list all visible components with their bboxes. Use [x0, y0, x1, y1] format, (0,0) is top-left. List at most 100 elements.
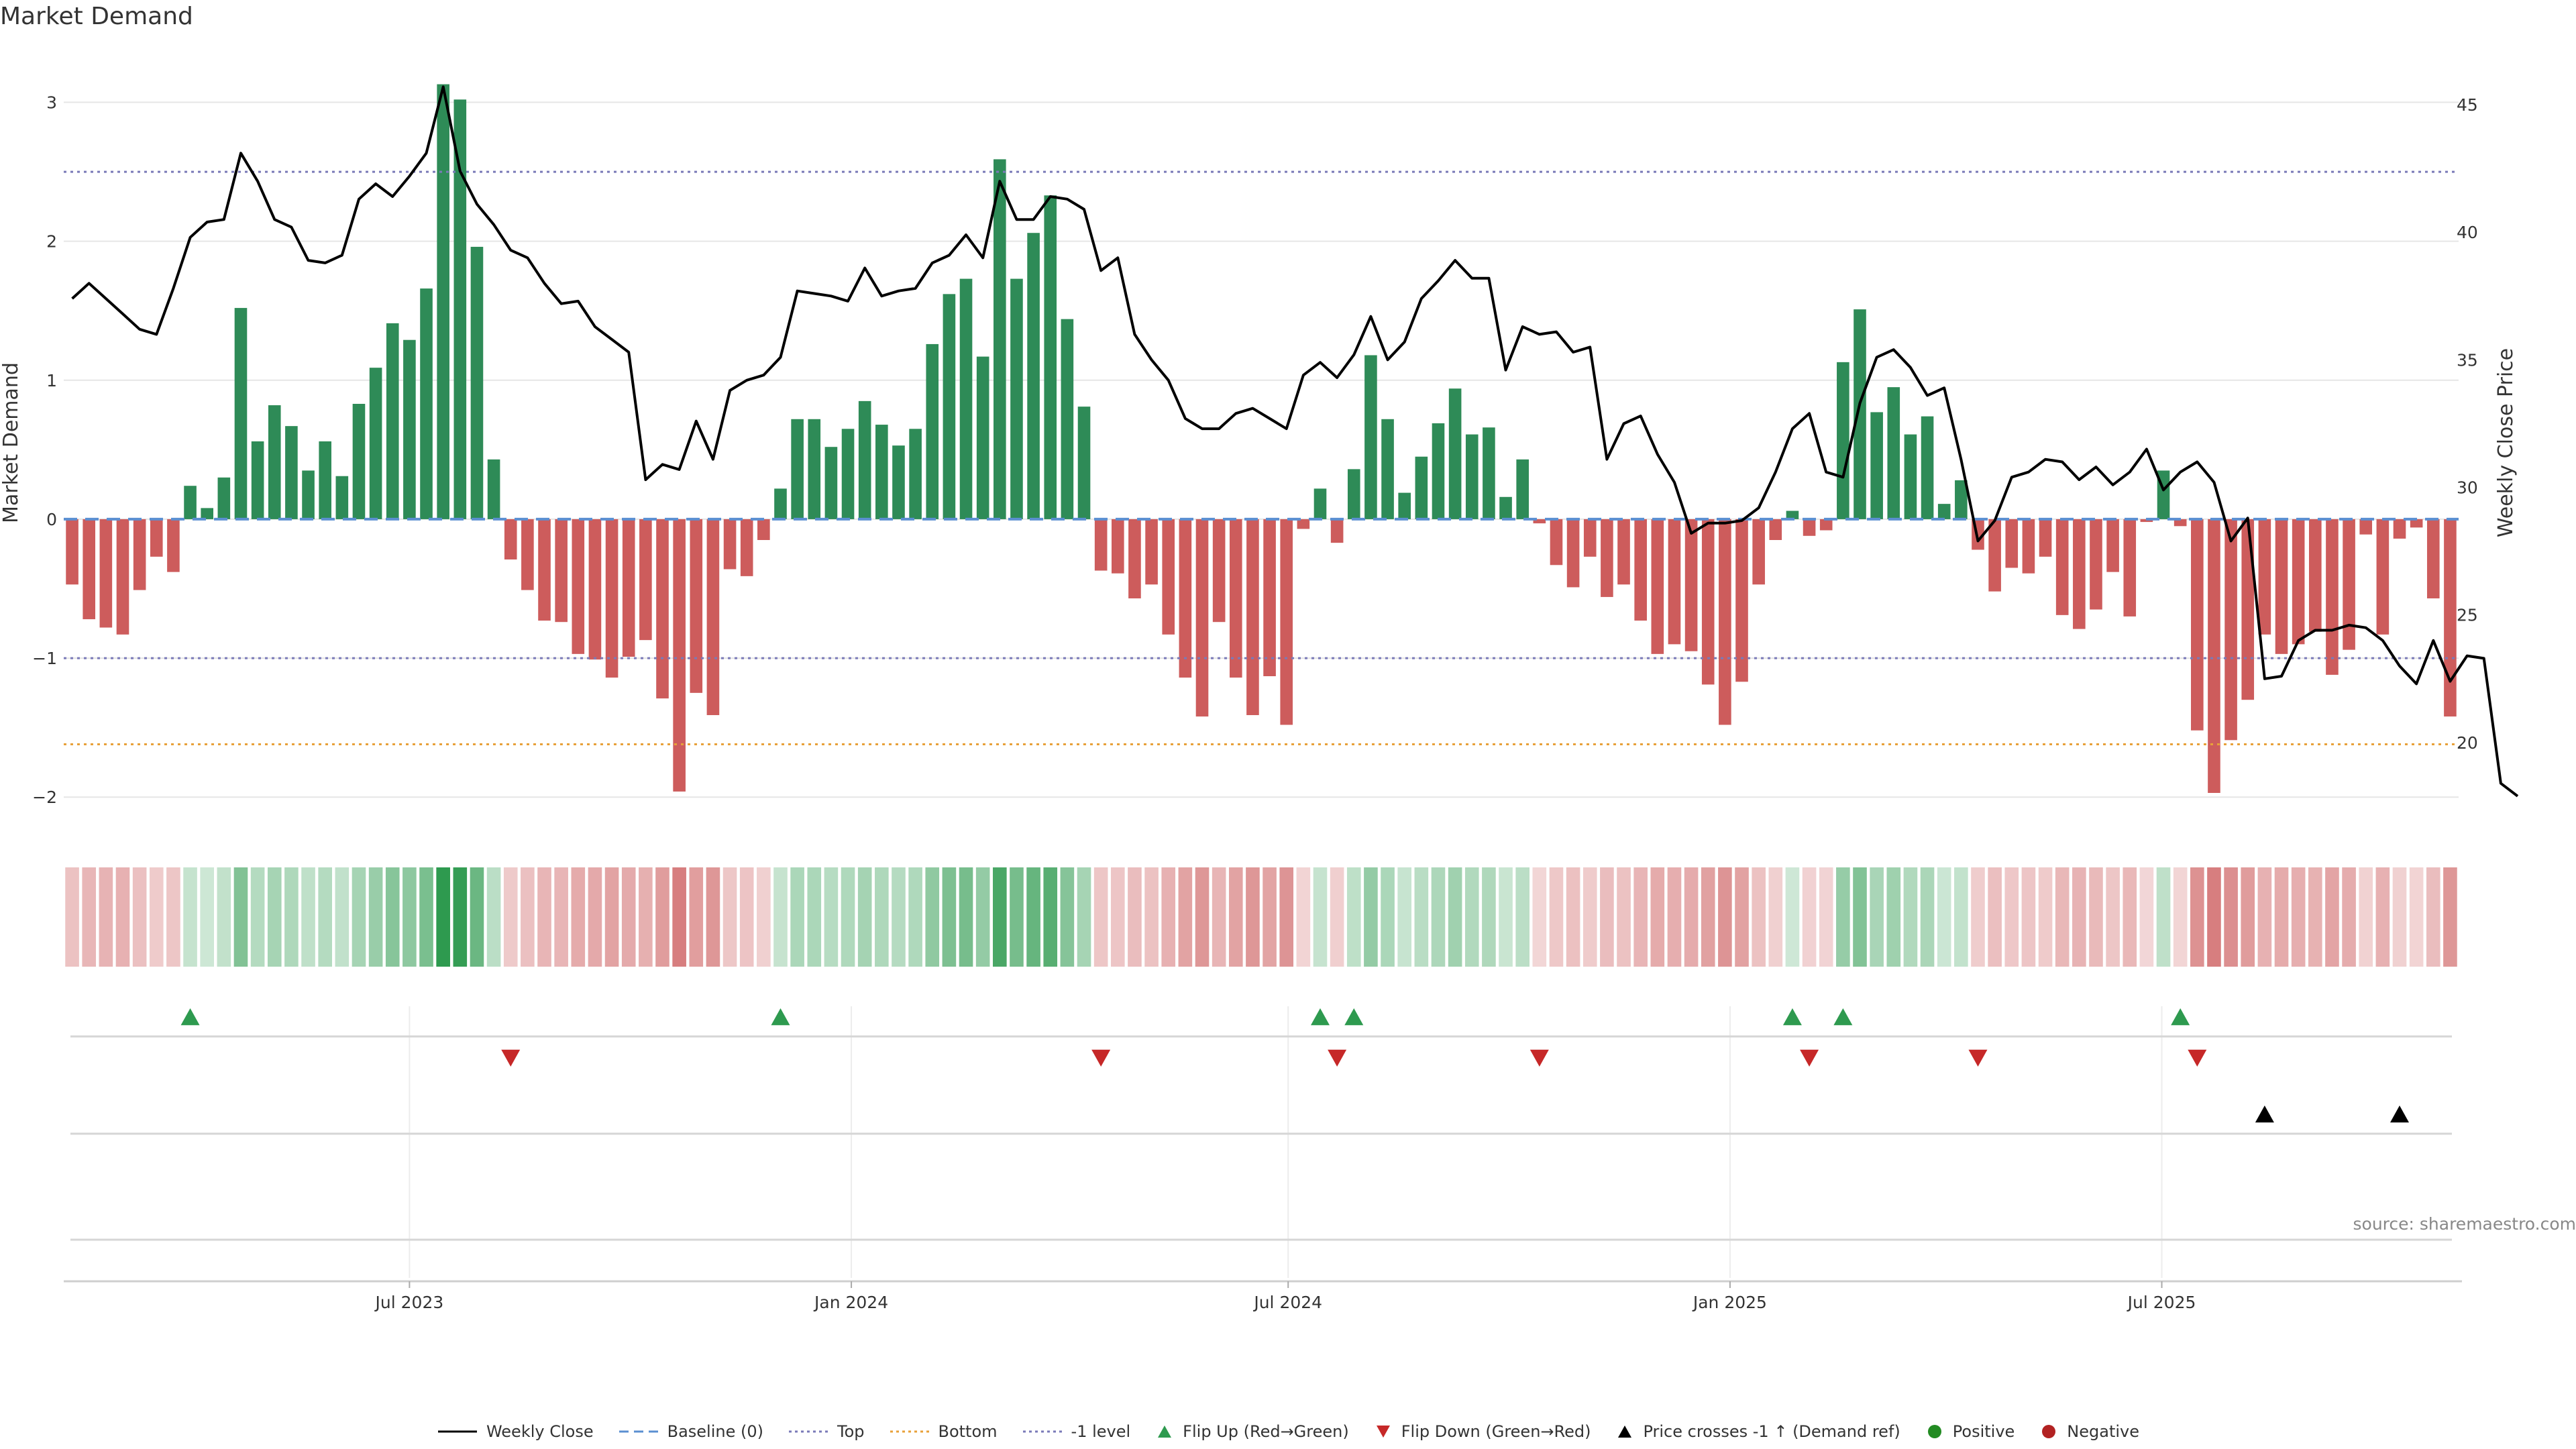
heat-cell [503, 867, 518, 967]
demand-bar [2426, 519, 2440, 598]
legend-swatch [1376, 1426, 1390, 1438]
heat-cell [1701, 867, 1715, 967]
heat-cell [183, 867, 197, 967]
heat-cell [1448, 867, 1462, 967]
y-left-tick-label: −2 [32, 788, 57, 807]
demand-bar [1432, 423, 1445, 519]
demand-bar [1499, 496, 1512, 519]
heat-cell [857, 867, 872, 967]
heat-cell [1582, 867, 1597, 967]
y-right-tick-label: 35 [2457, 350, 2478, 370]
legend-label: Positive [1952, 1422, 2015, 1441]
demand-bar [352, 404, 366, 519]
demand-bar [2326, 519, 2339, 675]
demand-bar [1566, 519, 1580, 588]
chart-title: Market Demand [0, 3, 193, 30]
heat-cell [402, 867, 417, 967]
demand-bar [369, 368, 382, 519]
heat-cell [267, 867, 282, 967]
demand-bar [201, 508, 213, 519]
demand-bar [1955, 480, 1968, 519]
heat-cell [1768, 867, 1783, 967]
heat-cell [521, 867, 535, 967]
legend-swatch [789, 1430, 828, 1433]
heat-cell [1752, 867, 1766, 967]
legend-item: -1 level [1022, 1422, 1131, 1441]
demand-bar [1854, 309, 1866, 519]
heat-cell [875, 867, 889, 967]
heat-cell [385, 867, 400, 967]
demand-bar [690, 519, 703, 693]
demand-bar [403, 339, 416, 519]
demand-bar [2359, 519, 2373, 535]
heat-cell [672, 867, 686, 967]
heat-cell [1313, 867, 1328, 967]
demand-bar [1297, 519, 1310, 529]
heat-cell [841, 867, 855, 967]
heat-cell [335, 867, 350, 967]
demand-bar [1601, 519, 1613, 597]
legend-label: Weekly Close [486, 1422, 594, 1441]
demand-bar [2275, 519, 2288, 654]
demand-bar [1061, 319, 1074, 519]
heat-cell [368, 867, 383, 967]
demand-bar [116, 519, 129, 635]
flip-up-marker [1310, 1008, 1330, 1026]
demand-bar [1634, 519, 1647, 621]
demand-bar [1280, 519, 1293, 725]
demand-bar [1533, 519, 1546, 524]
x-tick-label: Jan 2024 [813, 1293, 888, 1312]
demand-bar [538, 519, 551, 621]
demand-bar [2292, 519, 2305, 645]
heat-cell [892, 867, 906, 967]
heat-cell [2426, 867, 2440, 967]
demand-bar [656, 519, 669, 699]
flip-up-marker [771, 1008, 790, 1026]
heat-cell [166, 867, 180, 967]
demand-bar [2224, 519, 2237, 741]
heat-cell [1650, 867, 1665, 967]
legend-label: Price crosses -1 ↑ (Demand ref) [1643, 1422, 1900, 1441]
legend-swatch [619, 1430, 658, 1433]
heat-cell [65, 867, 79, 967]
heat-cell [1381, 867, 1395, 967]
heat-cell [1161, 867, 1176, 967]
heat-cell [2190, 867, 2204, 967]
heat-cell [82, 867, 97, 967]
demand-bar [1398, 492, 1411, 519]
flip-down-marker [1328, 1049, 1347, 1067]
demand-bar [1937, 504, 1951, 519]
demand-bar [572, 519, 585, 654]
demand-bar [1752, 519, 1765, 585]
legend-item: Negative [2039, 1422, 2139, 1441]
heat-cell [757, 867, 771, 967]
demand-bar [217, 477, 231, 519]
heat-cell [1617, 867, 1631, 967]
demand-bar [1550, 519, 1563, 566]
demand-bar [1162, 519, 1175, 635]
demand-bar [487, 459, 500, 519]
demand-bar [622, 519, 635, 657]
demand-bar [1516, 459, 1529, 519]
demand-bar [1448, 388, 1462, 519]
heat-cell [1499, 867, 1513, 967]
demand-bar [808, 419, 821, 519]
heat-cell [1263, 867, 1277, 967]
demand-bar [268, 405, 281, 519]
demand-bar [1617, 519, 1630, 585]
heat-cell [689, 867, 704, 967]
demand-bar [1246, 519, 1259, 715]
flip-up-marker [1344, 1008, 1364, 1026]
heat-cell [2342, 867, 2356, 967]
heat-cell [99, 867, 113, 967]
legend-swatch [1927, 1425, 1941, 1438]
demand-bar [1330, 519, 1344, 543]
heat-cell [1195, 867, 1210, 967]
demand-bar [774, 488, 787, 519]
demand-bar [2393, 519, 2406, 539]
heat-cell [1886, 867, 1901, 967]
heat-cell [790, 867, 804, 967]
heat-cell [824, 867, 839, 967]
weekly-close-line [71, 85, 2519, 798]
legend-label: -1 level [1071, 1422, 1131, 1441]
